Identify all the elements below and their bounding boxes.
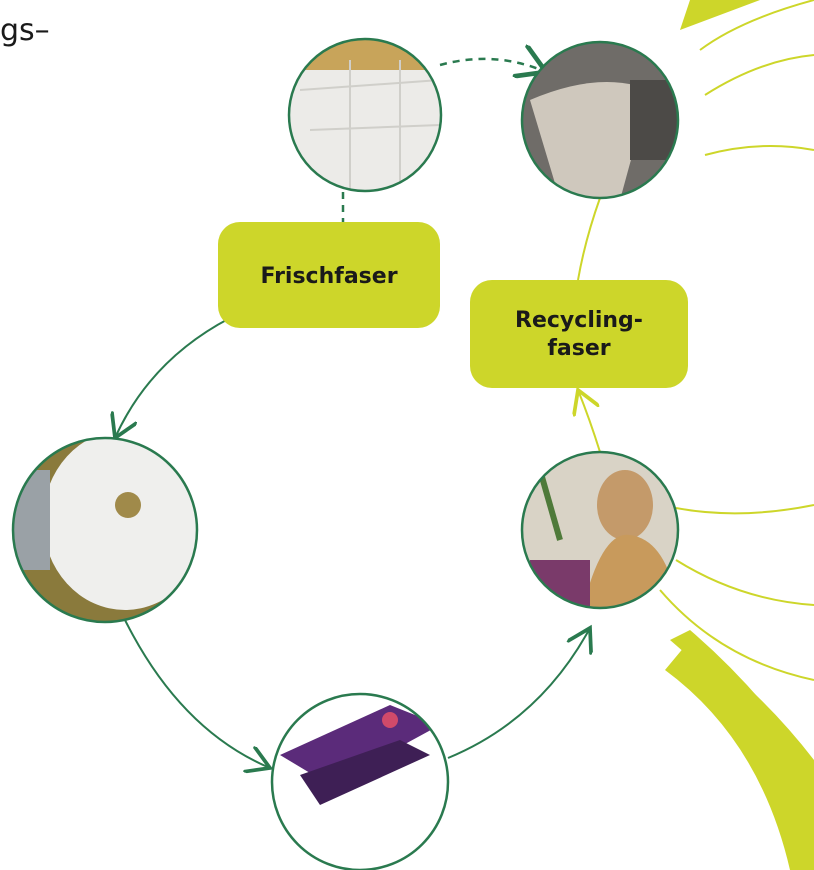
label-recycled-fiber: Recycling- (515, 308, 643, 333)
arrow (115, 318, 230, 438)
arrow (578, 198, 600, 280)
arrow (448, 628, 590, 758)
arrow (578, 390, 600, 452)
arrow (125, 620, 270, 768)
text-fragment: gs– (0, 13, 50, 48)
label-box (470, 280, 688, 388)
label-recycled-fiber: faser (547, 336, 610, 361)
photo-pulp (280, 30, 460, 210)
cycle-diagram: gs– (0, 0, 814, 870)
label-fresh-fiber: Frischfaser (260, 264, 397, 289)
page: {"fragment": "gs–", "labels": {"fresh": … (0, 0, 814, 870)
decor-arrow (680, 0, 760, 30)
arrow (440, 59, 546, 72)
